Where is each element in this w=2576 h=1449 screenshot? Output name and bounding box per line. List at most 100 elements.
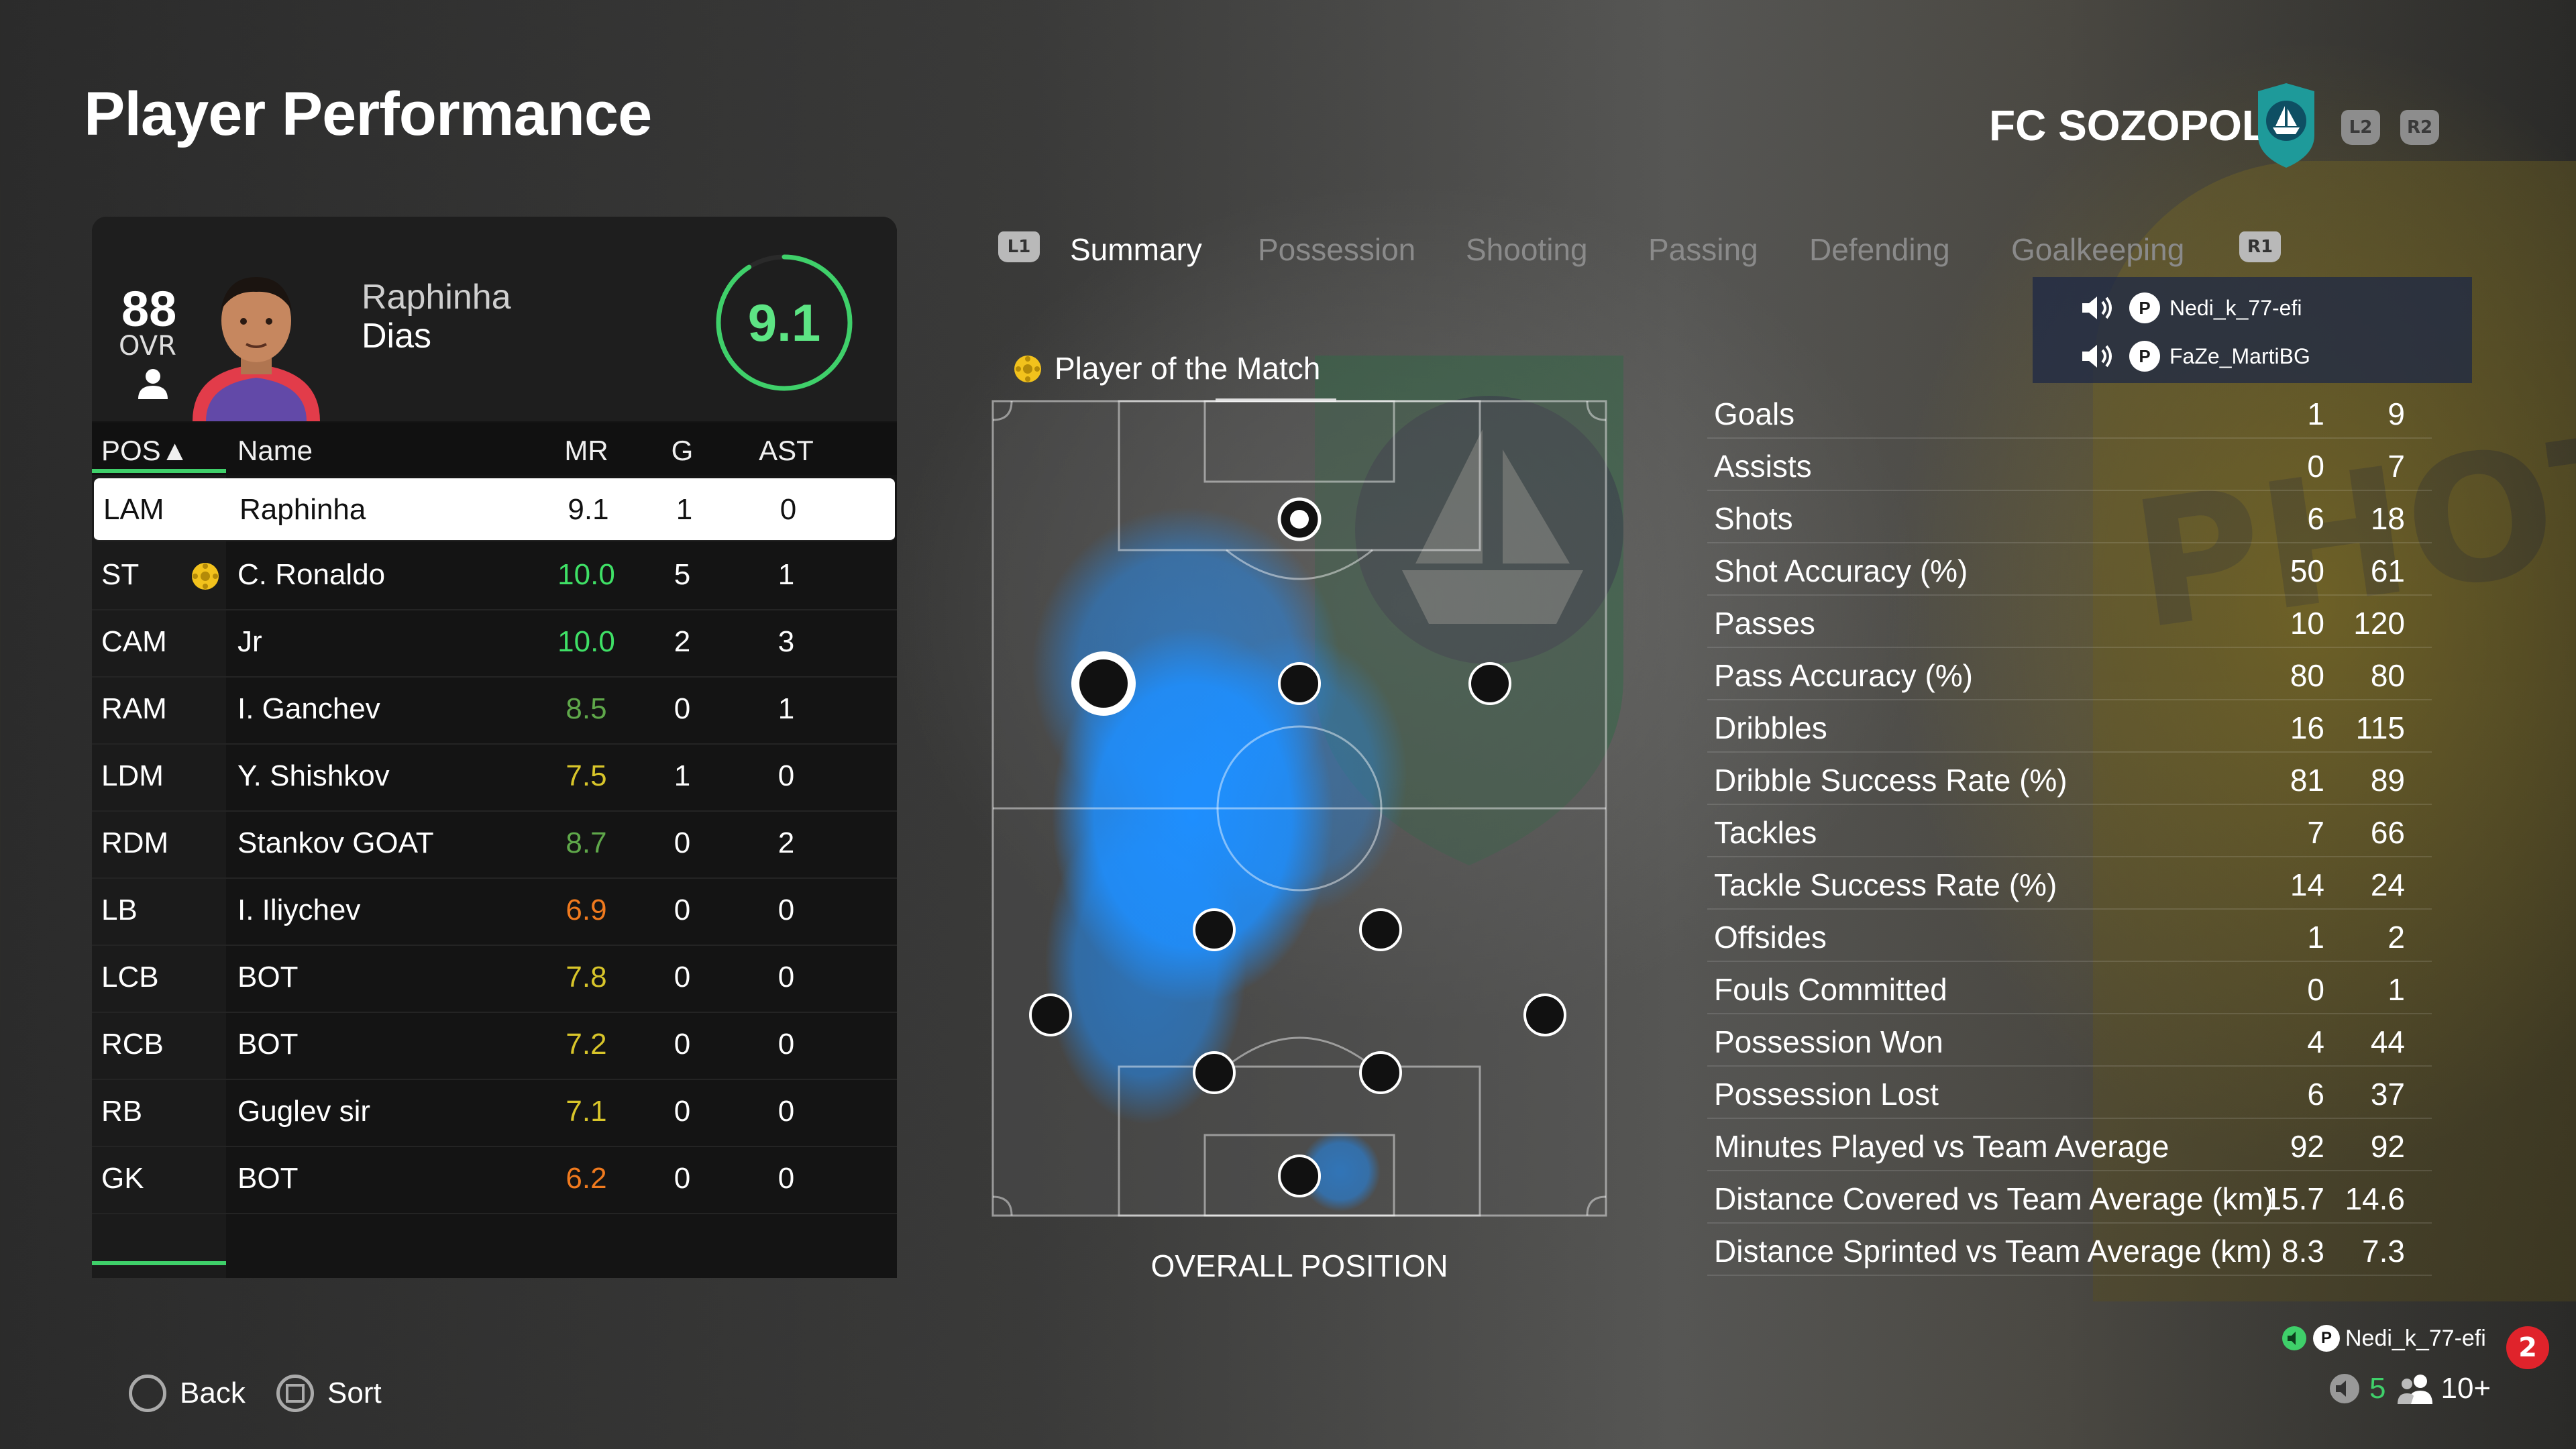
table-row[interactable]: LDM Y. Shishkov 7.5 1 0: [92, 745, 897, 812]
player-marker-ram: [1468, 662, 1511, 705]
row-position: GK: [101, 1162, 144, 1195]
notification-badge[interactable]: 2: [2506, 1326, 2549, 1369]
r1-button-icon[interactable]: R1: [2239, 231, 2281, 262]
row-goals: 1: [674, 759, 691, 792]
header-mr[interactable]: MR: [564, 435, 608, 466]
player-first-name: Raphinha: [362, 278, 511, 317]
row-player-name: Jr: [237, 625, 262, 658]
stat-team-value: 1: [2387, 972, 2405, 1007]
player-last-name: Dias: [362, 317, 432, 356]
table-row[interactable]: CAM Jr 10.0 2 3: [92, 610, 897, 678]
row-player-name: Stankov GOAT: [237, 826, 434, 859]
pitch-lines: [991, 400, 1607, 1217]
tab-defending[interactable]: Defending: [1809, 232, 1950, 267]
l2-trigger-icon[interactable]: L2: [2341, 110, 2380, 145]
stat-row: Tackle Success Rate (%) 14 24: [1707, 856, 2432, 910]
row-assists: 0: [777, 1095, 795, 1128]
voice-user-row: P FaZe_MartiBG: [2080, 336, 2310, 376]
player-markers: [1029, 497, 1566, 1197]
stat-player-value: 16: [2290, 710, 2324, 745]
header-name[interactable]: Name: [237, 435, 313, 466]
stat-row: Dribbles 16 115: [1707, 699, 2432, 753]
tab-summary[interactable]: Summary: [1070, 232, 1202, 267]
row-position: RAM: [101, 692, 167, 725]
row-goals: 2: [674, 625, 691, 658]
playstation-icon: P: [2313, 1325, 2340, 1352]
header-pos[interactable]: POS▲: [101, 435, 189, 466]
stat-player-value: 4: [2307, 1024, 2324, 1059]
stat-label: Dribble Success Rate (%): [1714, 763, 2068, 798]
voice-chat-overlay: P Nedi_k_77-efi P FaZe_MartiBG: [2033, 277, 2472, 383]
tab-goalkeeping[interactable]: Goalkeeping: [2011, 232, 2185, 267]
stat-team-value: 61: [2370, 553, 2405, 588]
row-player-name: BOT: [237, 1162, 299, 1195]
table-row[interactable]: RB Guglev sir 7.1 0 0: [92, 1080, 897, 1147]
stat-player-value: 14: [2290, 867, 2324, 902]
person-icon: [138, 369, 168, 399]
row-goals: 0: [674, 826, 691, 859]
header-goals[interactable]: G: [671, 435, 694, 466]
table-row[interactable]: LB I. Iliychev 6.9 0 0: [92, 879, 897, 946]
stat-row: Shot Accuracy (%) 50 61: [1707, 542, 2432, 596]
stat-label: Shot Accuracy (%): [1714, 553, 1968, 588]
heatmap-zone: [1032, 507, 1407, 1212]
square-button-icon: [276, 1375, 314, 1412]
header-assists[interactable]: AST: [759, 435, 814, 466]
row-position: ST: [101, 558, 140, 591]
row-position: RCB: [101, 1028, 164, 1061]
player-panel: 88 OVR Raphinha Dias 9.1 POS▲ Name MR G: [92, 217, 897, 1278]
row-goals: 5: [674, 558, 691, 591]
ball-icon: [1290, 510, 1309, 529]
table-row[interactable]: RAM I. Ganchev 8.5 0 1: [92, 678, 897, 745]
stat-team-value: 89: [2370, 763, 2405, 798]
stat-row: Pass Accuracy (%) 80 80: [1707, 647, 2432, 700]
tab-passing[interactable]: Passing: [1648, 232, 1758, 267]
row-player-name: BOT: [237, 1028, 299, 1061]
circle-button-icon: [129, 1375, 166, 1412]
sort-button[interactable]: Sort: [276, 1370, 382, 1417]
back-button[interactable]: Back: [129, 1370, 246, 1417]
mic-user-name: Nedi_k_77-efi: [2345, 1325, 2486, 1351]
row-assists: 0: [777, 961, 795, 994]
stat-player-value: 7: [2307, 815, 2324, 850]
tab-possession[interactable]: Possession: [1258, 232, 1416, 267]
r2-trigger-icon[interactable]: R2: [2400, 110, 2439, 145]
mic-user-indicator: P Nedi_k_77-efi: [2281, 1325, 2486, 1352]
stat-player-value: 0: [2307, 449, 2324, 484]
table-row[interactable]: RCB BOT 7.2 0 0: [92, 1013, 897, 1080]
row-match-rating: 8.7: [566, 826, 607, 859]
row-player-name: Guglev sir: [237, 1095, 371, 1128]
row-goals: 0: [674, 1095, 691, 1128]
stat-label: Fouls Committed: [1714, 972, 1947, 1007]
stat-player-value: 92: [2290, 1129, 2324, 1164]
tab-shooting[interactable]: Shooting: [1466, 232, 1588, 267]
stat-row: Distance Covered vs Team Average (km) 15.…: [1707, 1170, 2432, 1224]
stat-team-value: 44: [2370, 1024, 2405, 1059]
l1-button-icon[interactable]: L1: [998, 231, 1040, 262]
stat-row: Minutes Played vs Team Average 92 92: [1707, 1118, 2432, 1171]
row-player-name: I. Iliychev: [237, 894, 361, 926]
club-crest-icon: [2258, 83, 2314, 168]
playstation-icon: P: [2129, 292, 2160, 323]
row-player-name: C. Ronaldo: [237, 558, 386, 591]
row-assists: 0: [777, 759, 795, 792]
stat-label: Assists: [1714, 449, 1812, 484]
table-row[interactable]: GK BOT 6.2 0 0: [92, 1147, 897, 1214]
stat-row: Shots 6 18: [1707, 490, 2432, 543]
table-row[interactable]: LCB BOT 7.8 0 0: [92, 946, 897, 1013]
table-row[interactable]: RDM Stankov GOAT 8.7 0 2: [92, 812, 897, 879]
position-column-background: [92, 475, 226, 1278]
table-row[interactable]: LAM Raphinha 9.1 1 0: [94, 478, 895, 541]
mic-active-icon: [2282, 1326, 2306, 1350]
row-assists: 2: [777, 826, 795, 859]
party-status: 5 10+: [2328, 1372, 2491, 1405]
row-player-name: BOT: [237, 961, 299, 994]
stat-team-value: 66: [2370, 815, 2405, 850]
row-goals: 0: [674, 961, 691, 994]
stat-player-value: 1: [2307, 396, 2324, 431]
row-assists: 0: [777, 1162, 795, 1195]
table-row[interactable]: ST C. Ronaldo 10.0 5 1: [92, 543, 897, 610]
row-position: LB: [101, 894, 138, 926]
player-marker-rb: [1523, 994, 1566, 1036]
stat-row: Possession Lost 6 37: [1707, 1065, 2432, 1119]
